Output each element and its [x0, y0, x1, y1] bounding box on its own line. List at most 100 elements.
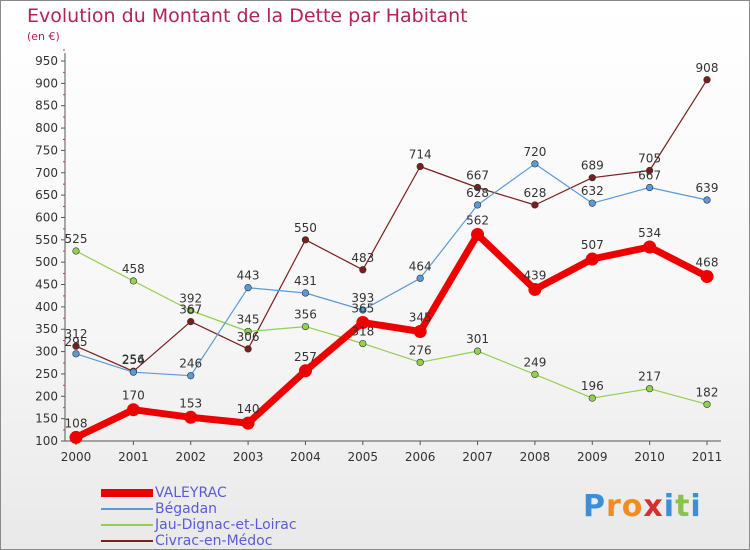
- legend-item: Civrac-en-Médoc: [101, 533, 297, 549]
- data-point: [72, 350, 80, 358]
- y-tick-label: 400: [35, 300, 58, 314]
- axes: 100 150 200 250 300 350 400 450 500 550 600 650 700 7…: [35, 49, 723, 464]
- logo-letter: t: [675, 489, 691, 524]
- y-tick-label: 100: [35, 434, 58, 448]
- data-label: 431: [294, 274, 317, 288]
- data-point: [244, 345, 252, 353]
- x-tick-label: 2006: [405, 450, 436, 464]
- y-tick-label: 550: [35, 233, 58, 247]
- series-line-2: [75, 250, 708, 405]
- data-label: 249: [523, 355, 546, 369]
- data-label: 170: [122, 389, 145, 403]
- data-point: [416, 162, 424, 171]
- data-point: [301, 322, 310, 331]
- data-label: 182: [696, 385, 719, 399]
- data-point: [69, 430, 83, 444]
- data-label: 301: [466, 332, 489, 346]
- legend: VALEYRAC Bégadan Jau-Dignac-et-Loirac Civra…: [101, 485, 297, 549]
- y-tick-label: 300: [35, 345, 58, 359]
- data-point: [646, 183, 654, 192]
- y-tick-label: 750: [35, 143, 58, 157]
- data-label: 439: [523, 268, 546, 282]
- data-label: 256: [122, 352, 145, 366]
- y-tick-label: 950: [35, 54, 58, 68]
- data-label: 534: [638, 226, 661, 240]
- data-label: 908: [696, 61, 719, 75]
- x-tick-label: 2004: [290, 450, 321, 464]
- y-tick-label: 350: [35, 322, 58, 336]
- series-line-3: [75, 79, 708, 372]
- data-label: 632: [581, 184, 604, 198]
- data-label: 345: [237, 312, 260, 326]
- data-point: [359, 266, 367, 274]
- data-point: [359, 339, 367, 348]
- data-point: [413, 324, 427, 338]
- data-point: [473, 183, 482, 192]
- data-label: 689: [581, 159, 604, 173]
- data-point: [72, 342, 80, 350]
- data-point: [646, 166, 654, 175]
- data-label: 108: [65, 416, 88, 430]
- data-label: 714: [409, 148, 432, 162]
- data-label: 705: [638, 152, 661, 166]
- data-label: 196: [581, 379, 604, 393]
- data-point: [356, 316, 370, 330]
- data-label: 468: [696, 255, 719, 269]
- data-point: [585, 252, 599, 266]
- data-label: 628: [523, 186, 546, 200]
- data-point: [187, 318, 195, 326]
- data-point: [416, 274, 424, 282]
- data-label: 254: [122, 353, 145, 367]
- x-tick-label: 2009: [577, 450, 608, 464]
- x-tick-label: 2000: [61, 450, 92, 464]
- data-label: 217: [638, 370, 661, 384]
- logo-letter: o: [621, 489, 644, 524]
- series-lines: [74, 79, 709, 441]
- data-label: 392: [179, 291, 202, 305]
- data-label: 507: [581, 238, 604, 252]
- data-point: [187, 372, 195, 380]
- data-label: 356: [294, 308, 317, 322]
- data-label: 443: [237, 269, 260, 283]
- data-label: 550: [294, 221, 317, 235]
- x-tick-label: 2002: [175, 450, 206, 464]
- legend-swatch: [101, 489, 153, 497]
- data-label: 628: [466, 186, 489, 200]
- data-label: 306: [237, 330, 260, 344]
- data-point: [298, 364, 312, 378]
- data-label: 562: [466, 213, 489, 227]
- logo-letter: P: [583, 489, 606, 524]
- legend-item: Jau-Dignac-et-Loirac: [101, 517, 297, 533]
- legend-label: Civrac-en-Médoc: [155, 533, 273, 549]
- y-tick-label: 900: [35, 76, 58, 90]
- legend-item: Bégadan: [101, 501, 297, 517]
- data-point: [703, 196, 711, 204]
- x-tick-label: 2008: [520, 450, 551, 464]
- data-point: [531, 201, 539, 209]
- logo-letter: i: [663, 489, 676, 524]
- legend-swatch: [101, 524, 153, 526]
- logo-letter: x: [643, 489, 664, 524]
- legend-item: VALEYRAC: [101, 485, 297, 501]
- data-label: 393: [351, 291, 374, 305]
- series-points: [69, 76, 714, 444]
- data-point: [129, 277, 137, 285]
- data-label: 458: [122, 262, 145, 276]
- y-tick-label: 500: [35, 255, 58, 269]
- chart-title: Evolution du Montant de la Dette par Hab…: [27, 5, 468, 27]
- y-tick-label: 200: [35, 389, 58, 403]
- x-tick-label: 2011: [692, 450, 723, 464]
- legend-swatch: [101, 508, 153, 510]
- data-point: [643, 240, 657, 254]
- data-label: 464: [409, 259, 432, 273]
- data-label: 246: [179, 357, 202, 371]
- data-point: [473, 201, 482, 209]
- data-label: 318: [351, 325, 374, 339]
- x-tick-label: 2001: [118, 450, 149, 464]
- y-tick-label: 450: [35, 278, 58, 292]
- data-point: [187, 306, 195, 315]
- data-point: [126, 403, 140, 417]
- data-label: 140: [237, 402, 260, 416]
